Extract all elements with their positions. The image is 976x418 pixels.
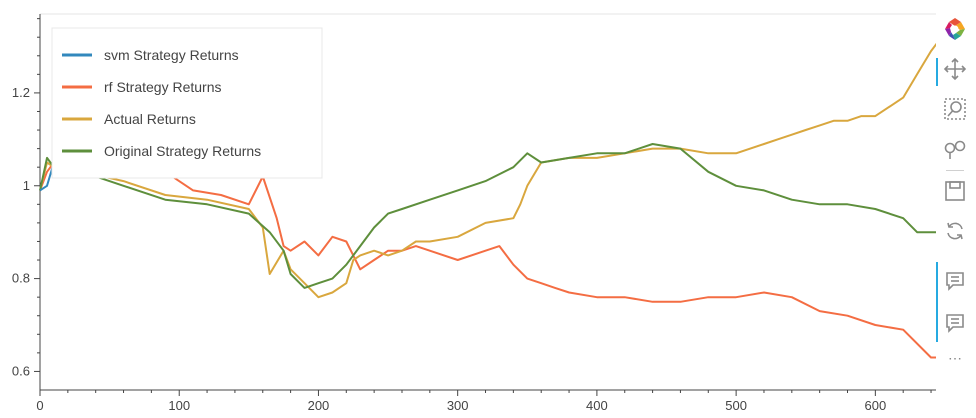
save-icon[interactable] xyxy=(940,176,970,206)
y-tick-label: 0.8 xyxy=(12,271,30,286)
x-tick-label: 200 xyxy=(308,398,330,413)
y-tick-label: 1 xyxy=(23,178,30,193)
hover-icon-2[interactable] xyxy=(940,308,970,338)
reset-icon[interactable] xyxy=(940,216,970,246)
x-tick-label: 100 xyxy=(168,398,190,413)
hover-icon[interactable] xyxy=(940,266,970,296)
x-tick-label: 600 xyxy=(864,398,886,413)
legend-label: Original Strategy Returns xyxy=(104,143,261,159)
x-tick-label: 300 xyxy=(447,398,469,413)
wheel-zoom-icon[interactable] xyxy=(940,134,970,164)
bokeh-logo-icon[interactable] xyxy=(940,14,970,44)
legend-label: Actual Returns xyxy=(104,111,196,127)
box-zoom-icon[interactable] xyxy=(940,94,970,124)
more-icon[interactable]: ⋯ xyxy=(948,350,963,366)
legend-box xyxy=(51,27,323,179)
x-tick-label: 500 xyxy=(725,398,747,413)
legend-label: rf Strategy Returns xyxy=(104,79,222,95)
hover-active-indicator xyxy=(936,262,938,342)
original-strategy-returnsline xyxy=(39,143,936,289)
y-tick-label: 0.6 xyxy=(12,363,30,378)
x-tick-label: 400 xyxy=(586,398,608,413)
y-tick-label: 1.2 xyxy=(12,85,30,100)
x-tick-label: 0 xyxy=(36,398,43,413)
toolbar: ⋯ xyxy=(936,14,976,374)
rf-strategy-returnsline xyxy=(39,161,936,359)
legend-label: svm Strategy Returns xyxy=(104,47,239,63)
actual-returnsline xyxy=(39,42,936,299)
pan-icon[interactable] xyxy=(940,54,970,84)
toolbar-divider xyxy=(946,170,964,171)
pan-active-indicator xyxy=(936,58,938,86)
chart-plot[interactable]: 0 100 200 300 400 500 600 0.6 0.8 1 1.2 svm Strateg… xyxy=(0,0,936,418)
